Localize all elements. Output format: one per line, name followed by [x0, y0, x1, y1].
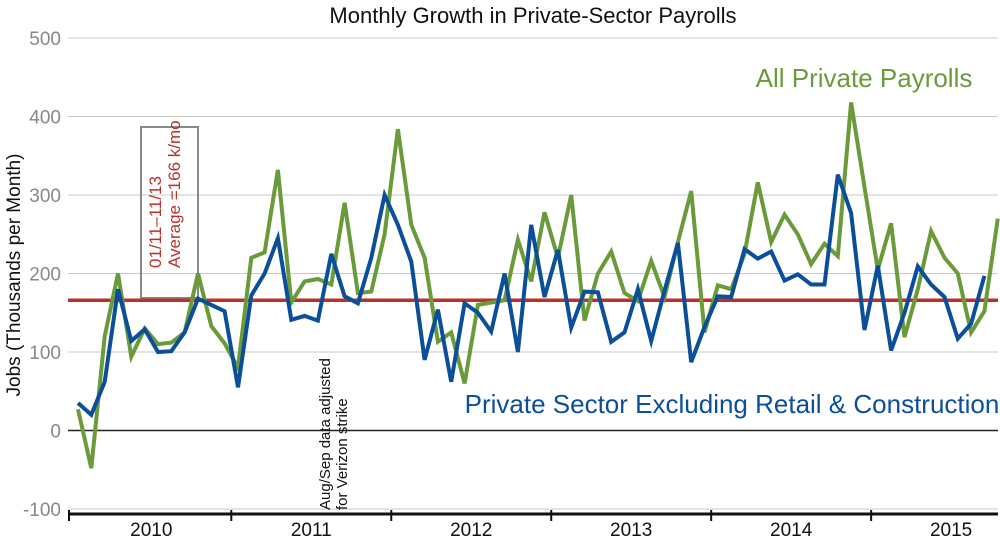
y-axis-label: Jobs (Thousands per Month): [4, 154, 25, 397]
series-group: [76, 102, 1000, 469]
y-tick-label: 400: [29, 108, 61, 129]
y-tick-labels: -100 0 100 200 300 400 500: [23, 29, 61, 521]
x-tick-label: 2015: [930, 520, 972, 540]
y-tick-label: 500: [29, 29, 61, 50]
y-tick-label: 200: [29, 265, 61, 286]
x-tick-label: 2012: [450, 520, 492, 540]
x-tick-label: 2014: [770, 520, 813, 540]
legend-private-excl-retail-construction: Private Sector Excluding Retail & Constr…: [465, 389, 1000, 419]
x-tick-label: 2010: [130, 520, 172, 540]
y-tick-label: 100: [29, 343, 61, 364]
average-label-period: 01/11–11/13: [146, 176, 165, 268]
x-tick-label: 2011: [291, 520, 332, 540]
average-label-value: Average =166 k/mo: [165, 120, 184, 268]
chart-title: Monthly Growth in Private-Sector Payroll…: [329, 3, 736, 28]
series-private-excl-retail-construction: [76, 173, 987, 419]
y-tick-label: -100: [23, 500, 61, 521]
verizon-note-line2: for Verizon strike: [334, 398, 351, 510]
legend-all-private-payrolls: All Private Payrolls: [756, 63, 973, 93]
y-tick-label: 0: [50, 422, 61, 443]
x-tick-label: 2013: [610, 520, 652, 540]
y-tick-label: 300: [29, 186, 61, 207]
x-axis: 2010 2011 2012 2013 2014 2015: [68, 510, 998, 540]
verizon-note-line1: Aug/Sep data adjusted: [317, 358, 334, 510]
average-annotation-box: [140, 126, 199, 299]
